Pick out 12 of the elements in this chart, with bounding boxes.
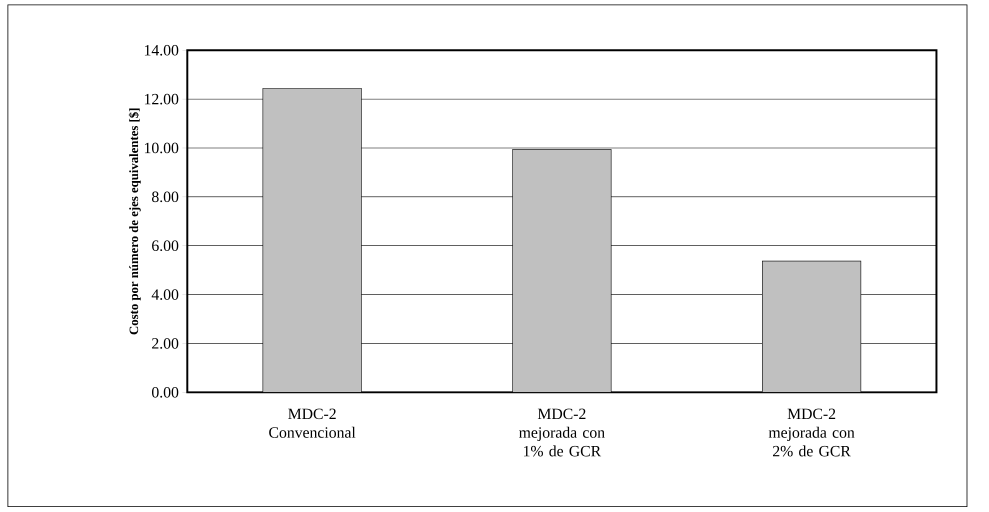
y-tick-label: 6.00: [152, 240, 178, 252]
x-tick-label: MDC-2 mejorada con 1% de GCR: [519, 408, 605, 457]
y-tick-label: 14.00: [144, 45, 178, 56]
y-tick-label: 8.00: [152, 192, 178, 202]
x-tick-label: MDC-2 Convencional: [269, 408, 356, 438]
y-tick-label: 2.00: [152, 338, 178, 349]
y-tick-label: 0.00: [152, 387, 178, 398]
y-tick-label: 4.00: [152, 289, 178, 300]
x-tick-label: MDC-2 mejorada con 2% de GCR: [768, 408, 855, 457]
y-tick-label: 12.00: [144, 94, 178, 105]
y-tick-label: 10.00: [144, 142, 178, 154]
y-axis-title: Costo por número de ejes equivalentes [$]: [128, 108, 141, 335]
